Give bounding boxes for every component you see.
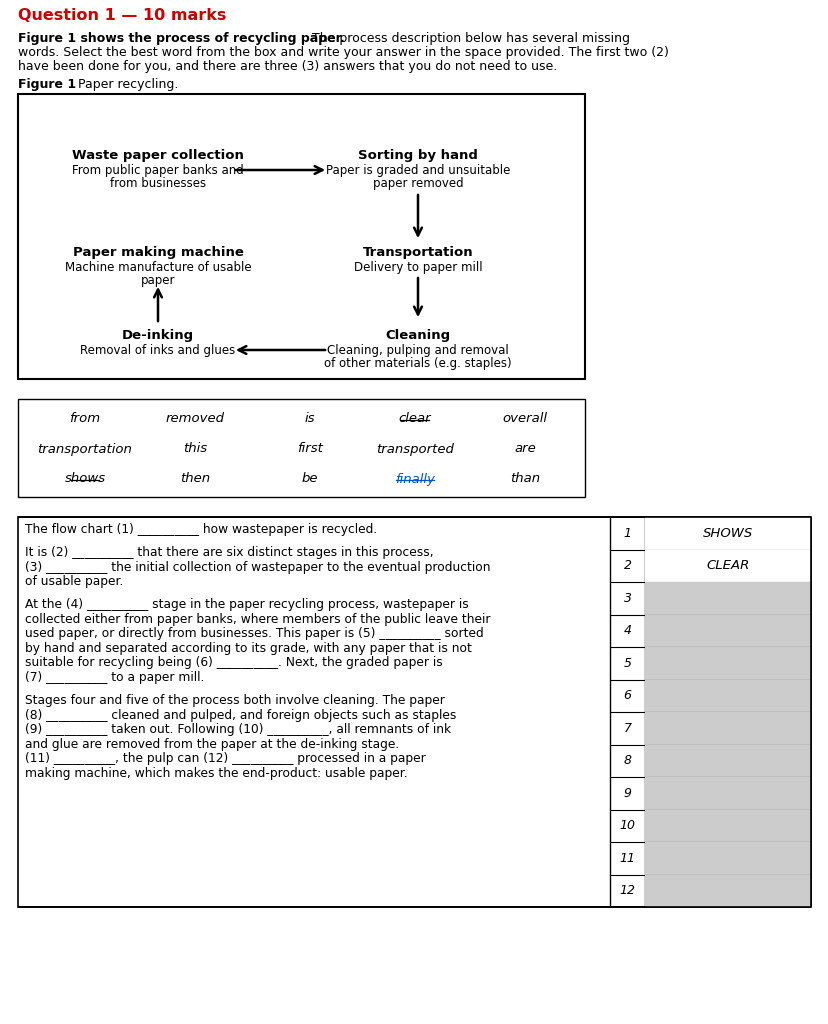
Bar — [644, 614, 810, 647]
Text: (11) __________, the pulp can (12) __________ processed in a paper: (11) __________, the pulp can (12) _____… — [25, 752, 426, 765]
Text: making machine, which makes the end-product: usable paper.: making machine, which makes the end-prod… — [25, 767, 407, 779]
Text: Cleaning: Cleaning — [385, 329, 450, 342]
Bar — [644, 582, 810, 614]
Bar — [18, 517, 810, 907]
Text: suitable for recycling being (6) __________. Next, the graded paper is: suitable for recycling being (6) _______… — [25, 656, 442, 670]
Bar — [644, 744, 810, 777]
Text: (8) __________ cleaned and pulped, and foreign objects such as staples: (8) __________ cleaned and pulped, and f… — [25, 709, 456, 722]
Text: 3: 3 — [623, 592, 631, 605]
Text: Figure 1: Figure 1 — [18, 78, 76, 91]
Text: is: is — [305, 413, 315, 426]
Text: The process description below has several missing: The process description below has severa… — [308, 32, 629, 45]
Bar — [644, 777, 810, 810]
Text: 12: 12 — [619, 885, 635, 897]
Text: Paper is graded and unsuitable: Paper is graded and unsuitable — [325, 164, 509, 177]
Text: than: than — [509, 472, 539, 485]
Text: collected either from paper banks, where members of the public leave their: collected either from paper banks, where… — [25, 613, 490, 626]
Bar — [644, 842, 810, 874]
Text: Waste paper collection: Waste paper collection — [72, 150, 243, 162]
Bar — [644, 874, 810, 907]
Bar — [644, 550, 810, 582]
Bar — [644, 647, 810, 680]
Text: Figure 1 shows the process of recycling paper.: Figure 1 shows the process of recycling … — [18, 32, 344, 45]
Text: (9) __________ taken out. Following (10) __________, all remnants of ink: (9) __________ taken out. Following (10)… — [25, 723, 450, 736]
Text: 11: 11 — [619, 852, 635, 864]
Text: (7) __________ to a paper mill.: (7) __________ to a paper mill. — [25, 671, 205, 684]
Text: 7: 7 — [623, 722, 631, 735]
Text: transported: transported — [376, 442, 454, 456]
Text: 5: 5 — [623, 656, 631, 670]
Text: . Paper recycling.: . Paper recycling. — [70, 78, 178, 91]
Bar — [644, 712, 810, 744]
Bar — [644, 810, 810, 842]
Text: transportation: transportation — [37, 442, 132, 456]
Text: 1: 1 — [623, 526, 631, 540]
Text: Delivery to paper mill: Delivery to paper mill — [354, 261, 482, 274]
Bar — [644, 680, 810, 712]
Text: Question 1 — 10 marks: Question 1 — 10 marks — [18, 8, 226, 23]
Text: of usable paper.: of usable paper. — [25, 575, 123, 588]
Bar — [18, 94, 585, 379]
Text: used paper, or directly from businesses. This paper is (5) __________ sorted: used paper, or directly from businesses.… — [25, 628, 484, 640]
Text: The flow chart (1) __________ how wastepaper is recycled.: The flow chart (1) __________ how wastep… — [25, 523, 377, 536]
Text: (3) __________ the initial collection of wastepaper to the eventual production: (3) __________ the initial collection of… — [25, 561, 490, 573]
Text: from: from — [70, 413, 100, 426]
Text: At the (4) __________ stage in the paper recycling process, wastepaper is: At the (4) __________ stage in the paper… — [25, 598, 468, 611]
Text: paper removed: paper removed — [373, 177, 463, 190]
Text: Cleaning, pulping and removal: Cleaning, pulping and removal — [327, 344, 508, 357]
Text: paper: paper — [141, 274, 175, 287]
Text: 4: 4 — [623, 625, 631, 637]
Text: overall: overall — [502, 413, 546, 426]
Text: Transportation: Transportation — [362, 246, 473, 259]
Text: shows: shows — [65, 472, 105, 485]
Text: 6: 6 — [623, 689, 631, 702]
Text: CLEAR: CLEAR — [705, 559, 749, 572]
Text: words. Select the best word from the box and write your answer in the space prov: words. Select the best word from the box… — [18, 46, 668, 59]
Text: this: this — [183, 442, 207, 456]
Text: 10: 10 — [619, 819, 635, 833]
Text: Paper making machine: Paper making machine — [73, 246, 243, 259]
Text: 9: 9 — [623, 786, 631, 800]
Text: It is (2) __________ that there are six distinct stages in this process,: It is (2) __________ that there are six … — [25, 546, 433, 559]
Text: SHOWS: SHOWS — [702, 526, 752, 540]
Text: be: be — [301, 472, 318, 485]
Text: of other materials (e.g. staples): of other materials (e.g. staples) — [324, 357, 511, 370]
Text: finally: finally — [395, 472, 435, 485]
Text: first: first — [296, 442, 323, 456]
Text: removed: removed — [166, 413, 224, 426]
Text: Sorting by hand: Sorting by hand — [358, 150, 478, 162]
Bar — [18, 399, 585, 497]
Text: by hand and separated according to its grade, with any paper that is not: by hand and separated according to its g… — [25, 642, 471, 655]
Text: 8: 8 — [623, 755, 631, 767]
Text: Machine manufacture of usable: Machine manufacture of usable — [65, 261, 251, 274]
Text: Stages four and five of the process both involve cleaning. The paper: Stages four and five of the process both… — [25, 694, 445, 708]
Text: De-inking: De-inking — [122, 329, 194, 342]
Text: from businesses: from businesses — [110, 177, 206, 190]
Text: have been done for you, and there are three (3) answers that you do not need to : have been done for you, and there are th… — [18, 60, 556, 73]
Text: and glue are removed from the paper at the de-inking stage.: and glue are removed from the paper at t… — [25, 737, 399, 751]
Text: clear: clear — [398, 413, 431, 426]
Text: are: are — [513, 442, 535, 456]
Text: then: then — [180, 472, 209, 485]
Text: Removal of inks and glues: Removal of inks and glues — [80, 344, 235, 357]
Text: 2: 2 — [623, 559, 631, 572]
Bar — [644, 517, 810, 550]
Text: From public paper banks and: From public paper banks and — [72, 164, 243, 177]
